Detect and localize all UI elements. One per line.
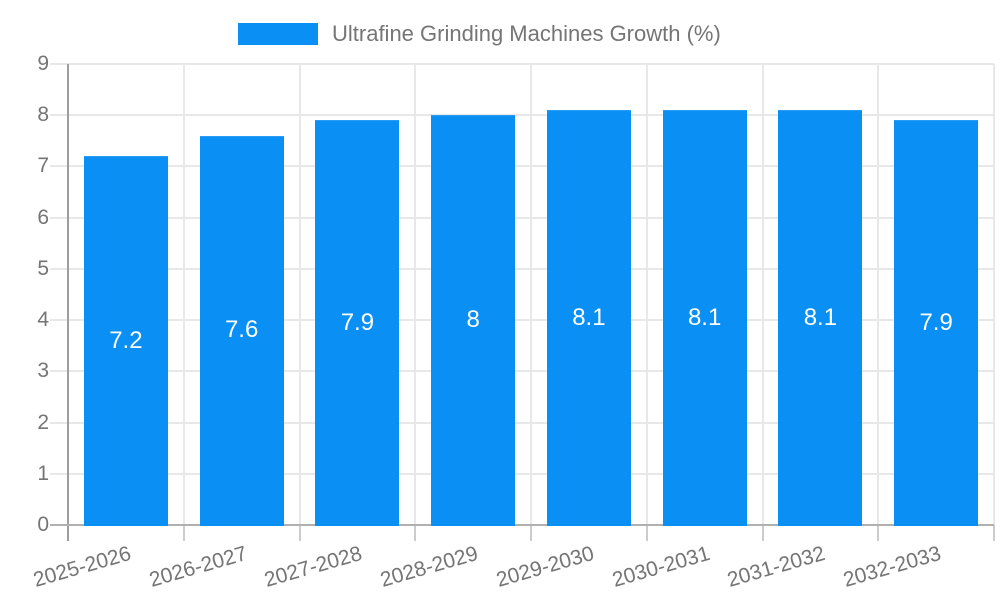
bar-value-label: 8.1 bbox=[572, 303, 606, 331]
bar[interactable] bbox=[546, 110, 631, 526]
bar[interactable] bbox=[199, 135, 284, 526]
y-gridline bbox=[50, 165, 994, 168]
x-axis-tick bbox=[761, 525, 764, 541]
y-gridline bbox=[50, 472, 994, 475]
x-gridline bbox=[761, 64, 764, 525]
x-axis-tick bbox=[877, 525, 880, 541]
y-axis-tick-label: 1 bbox=[37, 461, 49, 485]
bar-value-label: 7.9 bbox=[340, 308, 375, 336]
x-gridline bbox=[414, 64, 417, 525]
y-gridline bbox=[50, 216, 994, 219]
bar-value-label: 7.9 bbox=[919, 308, 953, 336]
y-axis-tick-label: 9 bbox=[37, 52, 49, 75]
x-gridline bbox=[182, 64, 185, 525]
y-axis-line bbox=[67, 64, 69, 541]
bar-value-label: 8.1 bbox=[687, 303, 722, 331]
bar[interactable] bbox=[431, 115, 516, 526]
x-gridline bbox=[877, 64, 880, 525]
bar-value-label: 7.6 bbox=[224, 316, 259, 344]
x-gridline bbox=[298, 64, 301, 525]
bar[interactable] bbox=[662, 110, 747, 526]
x-axis-tick bbox=[414, 525, 417, 541]
bar[interactable] bbox=[778, 110, 863, 526]
x-axis-tick bbox=[530, 525, 532, 541]
y-gridline bbox=[50, 114, 994, 117]
x-axis-tick bbox=[645, 525, 648, 541]
y-gridline bbox=[50, 63, 994, 65]
x-axis-tick bbox=[993, 525, 995, 541]
chart-legend: Ultrafine Grinding Machines Growth (%) bbox=[238, 21, 721, 47]
y-axis-tick-label: 0 bbox=[37, 513, 49, 536]
y-gridline bbox=[50, 267, 994, 270]
y-axis-tick-label: 8 bbox=[37, 103, 49, 127]
legend-label: Ultrafine Grinding Machines Growth (%) bbox=[332, 21, 721, 46]
x-axis-tick bbox=[298, 525, 301, 541]
y-gridline bbox=[50, 421, 994, 424]
x-gridline bbox=[530, 64, 532, 525]
y-axis-tick-label: 6 bbox=[37, 205, 49, 229]
x-gridline bbox=[645, 64, 648, 525]
bar[interactable] bbox=[315, 120, 400, 526]
y-axis-tick-label: 2 bbox=[37, 410, 49, 434]
y-axis-tick-label: 5 bbox=[37, 256, 49, 280]
y-axis-tick-label: 3 bbox=[37, 359, 49, 383]
legend-swatch-icon bbox=[238, 23, 318, 45]
y-axis-tick-label: 7 bbox=[37, 154, 49, 178]
bar-value-label: 8 bbox=[466, 306, 480, 334]
y-axis-tick-label: 4 bbox=[37, 308, 49, 332]
bar[interactable] bbox=[83, 156, 168, 526]
x-axis-tick bbox=[182, 525, 185, 541]
y-gridline bbox=[50, 319, 994, 322]
x-gridline bbox=[993, 64, 995, 525]
y-gridline bbox=[50, 370, 994, 373]
bar[interactable] bbox=[894, 120, 979, 526]
x-axis-baseline bbox=[50, 524, 994, 526]
bar-value-label: 7.2 bbox=[109, 326, 143, 354]
bar-value-label: 8.1 bbox=[803, 303, 838, 331]
